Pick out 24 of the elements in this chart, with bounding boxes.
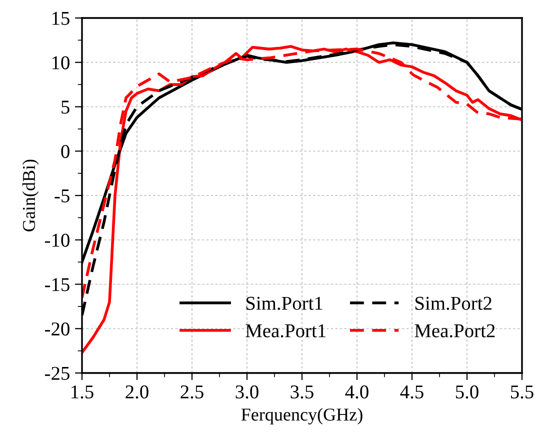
y-tick-label: 15: [52, 12, 70, 25]
y-tick-label: -25: [45, 366, 70, 380]
y-tick-label: -20: [45, 322, 70, 336]
x-tick-label: 3.5: [290, 385, 314, 399]
x-tick-label: 5.5: [510, 386, 534, 399]
legend-label: Mea.Port1: [246, 324, 326, 338]
x-tick-label: 5.0: [456, 385, 478, 399]
y-tick-label: -5: [54, 190, 70, 202]
legend-label: Sim.Port2: [415, 296, 492, 310]
x-tick-label: 2.5: [180, 385, 204, 399]
legend-label: Sim.Port1: [246, 296, 322, 310]
x-axis-title: Ferquency(GHz): [241, 408, 362, 424]
x-tick-label: 4.0: [345, 385, 368, 399]
y-tick-label: -15: [45, 278, 70, 292]
y-axis-title: Gain(dBi): [22, 160, 39, 232]
x-tick-label: 1.5: [72, 385, 94, 399]
y-tick-label: 5: [62, 100, 70, 114]
y-tick-label: 0: [61, 144, 70, 158]
x-tick-label: 3.0: [236, 385, 258, 399]
x-tick-label: 4.5: [400, 386, 424, 399]
legend-label: Mea.Port2: [414, 324, 495, 338]
x-tick-label: 2.0: [126, 385, 148, 399]
y-tick-label: 10: [52, 56, 70, 70]
y-tick-label: -10: [45, 234, 70, 247]
